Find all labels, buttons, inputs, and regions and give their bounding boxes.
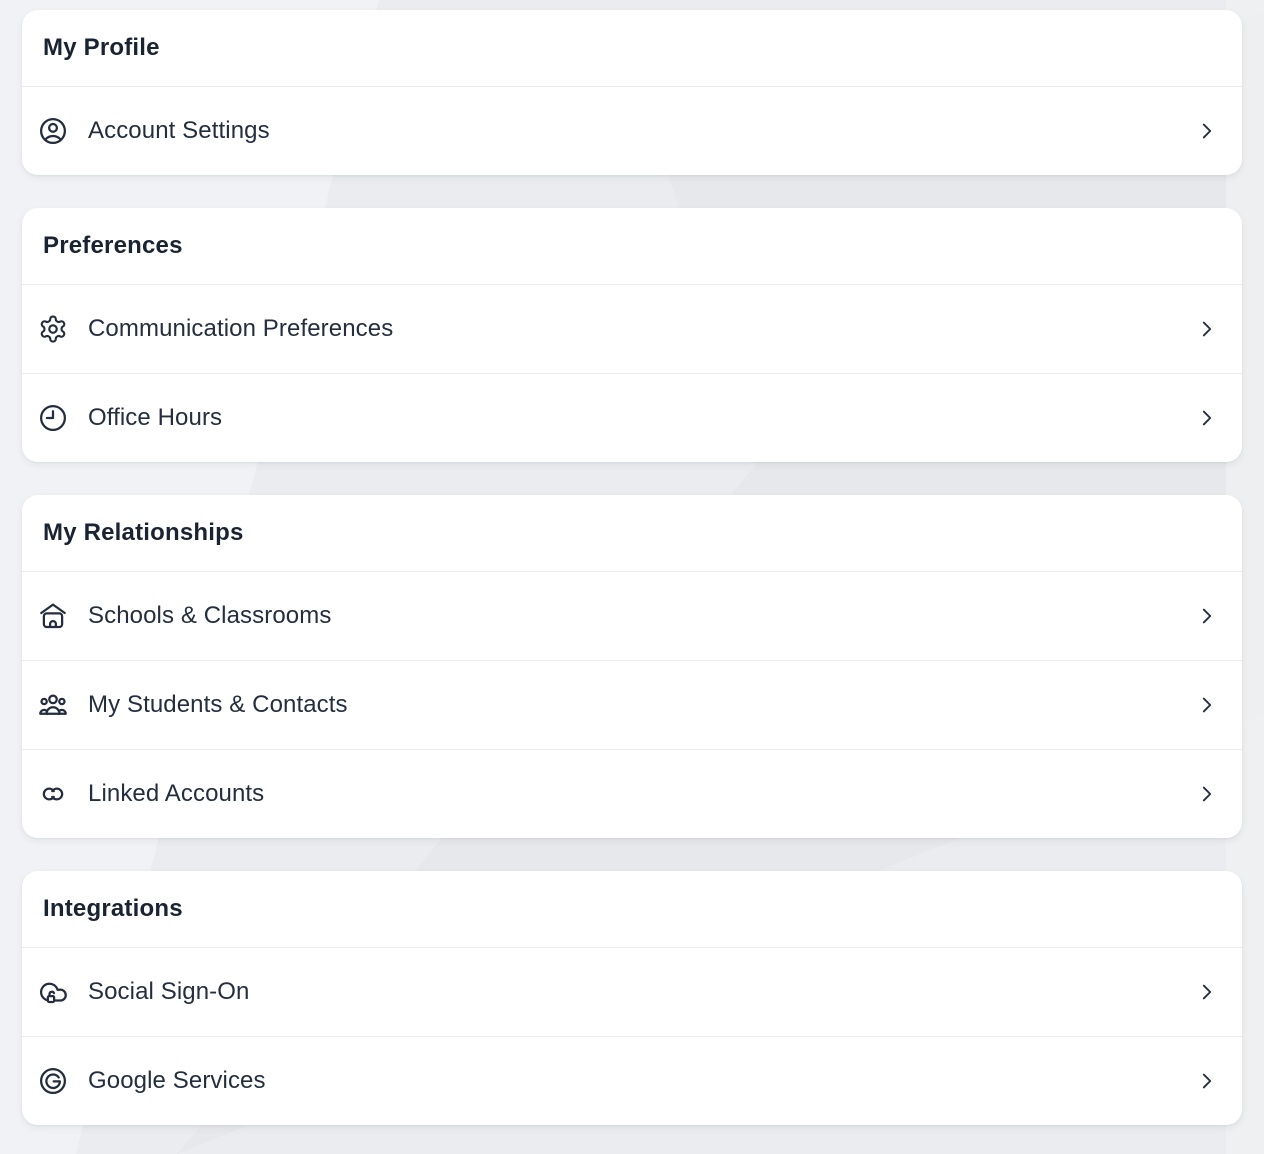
gear-icon [38, 314, 68, 344]
link-icon [38, 779, 68, 809]
section-my-relationships: My Relationships Schools & Classrooms [22, 495, 1242, 838]
chevron-right-icon [1196, 981, 1218, 1003]
chevron-right-icon [1196, 605, 1218, 627]
row-label: My Students & Contacts [88, 691, 348, 718]
row-label: Google Services [88, 1067, 266, 1094]
section-header-preferences: Preferences [22, 208, 1242, 285]
section-header-my-relationships: My Relationships [22, 495, 1242, 572]
section-preferences: Preferences Communication Preferences [22, 208, 1242, 462]
cloud-lock-icon [38, 977, 68, 1007]
section-my-profile: My Profile Account Settings [22, 10, 1242, 175]
row-label: Schools & Classrooms [88, 602, 332, 629]
row-social-sign-on[interactable]: Social Sign-On [22, 948, 1242, 1037]
section-header-integrations: Integrations [22, 871, 1242, 948]
chevron-right-icon [1196, 783, 1218, 805]
chevron-right-icon [1196, 120, 1218, 142]
section-title: My Relationships [43, 519, 244, 546]
section-title: My Profile [43, 34, 160, 61]
chevron-right-icon [1196, 318, 1218, 340]
user-circle-icon [38, 116, 68, 146]
row-office-hours[interactable]: Office Hours [22, 374, 1242, 462]
row-communication-preferences[interactable]: Communication Preferences [22, 285, 1242, 374]
section-integrations: Integrations Social Sign-On [22, 871, 1242, 1125]
chevron-right-icon [1196, 407, 1218, 429]
row-label: Account Settings [88, 117, 270, 144]
row-label: Linked Accounts [88, 780, 265, 807]
row-account-settings[interactable]: Account Settings [22, 87, 1242, 175]
users-group-icon [38, 690, 68, 720]
row-google-services[interactable]: Google Services [22, 1037, 1242, 1125]
row-label: Social Sign-On [88, 978, 250, 1005]
chevron-right-icon [1196, 1070, 1218, 1092]
section-header-my-profile: My Profile [22, 10, 1242, 87]
row-label: Office Hours [88, 404, 223, 431]
chevron-right-icon [1196, 694, 1218, 716]
google-circle-icon [38, 1066, 68, 1096]
clock-icon [38, 403, 68, 433]
row-linked-accounts[interactable]: Linked Accounts [22, 750, 1242, 838]
settings-menu: My Profile Account Settings Preferences [22, 10, 1242, 1125]
row-my-students-contacts[interactable]: My Students & Contacts [22, 661, 1242, 750]
section-title: Preferences [43, 232, 183, 259]
section-title: Integrations [43, 895, 183, 922]
house-icon [38, 601, 68, 631]
row-schools-classrooms[interactable]: Schools & Classrooms [22, 572, 1242, 661]
row-label: Communication Preferences [88, 315, 394, 342]
